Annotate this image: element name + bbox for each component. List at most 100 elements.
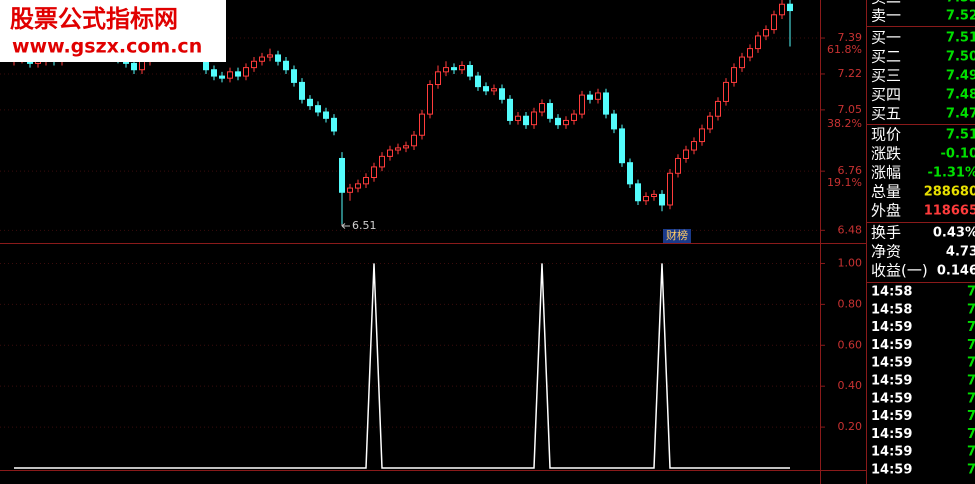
tick-time: 14:59 [871,338,912,353]
tick-price: 7.51 [967,445,975,460]
candle-body [395,147,401,151]
candle-body [707,115,713,130]
candle-body [323,111,329,119]
candle-body [251,60,257,69]
tick-time: 14:59 [871,445,912,460]
candle-body [483,86,489,92]
candle-body [131,62,137,71]
candle-body [531,111,537,126]
candle-body [619,128,625,164]
watermark-box [0,0,226,62]
quote-panel: 卖二 7.53 卖一 7.52 买一 7.51 买二 7.50 买三 7.49 买四 7.48 买五 7.… [871,0,975,478]
tick-time: 14:59 [871,463,912,478]
quote-value: 288680 [924,185,975,200]
tick-price: 7.51 [967,338,975,353]
fib-label: 19.1% [827,176,862,189]
quote-value: 118665 [924,204,975,219]
candle-body [275,54,281,62]
quote-label: 卖一 [871,7,901,25]
candle-body [139,60,145,71]
candle-body [667,172,673,206]
candle-body [347,187,353,193]
quote-label: 买三 [871,67,901,85]
candle-body [659,193,665,206]
y-tick-label: 6.48 [838,223,863,236]
candle-body [411,134,417,147]
candle-body [507,98,513,121]
candle-body [491,88,497,92]
candle-body [627,162,633,185]
candle-body [419,113,425,136]
y-tick-label: 7.22 [838,67,863,80]
quote-label: 外盘 [871,202,901,220]
y-tick-label: 6.76 [838,164,863,177]
y-tick-label: 1.00 [838,256,863,269]
candle-body [787,3,793,12]
candle-body [219,75,225,79]
candle-body [755,35,761,50]
candle-body [643,196,649,202]
candle-body [403,145,409,149]
quote-value: 7.53 [946,0,975,6]
candle-body [443,67,449,73]
quote-label: 涨跌 [871,145,901,163]
candle-body [315,105,321,113]
candle-body [699,128,705,143]
y-tick-label: 0.20 [838,420,863,433]
annotation-arrow [341,223,350,229]
y-tick-label: 0.80 [838,297,863,310]
tick-time: 14:58 [871,285,912,300]
candle-body [539,103,545,113]
quote-value: 7.47 [946,107,975,122]
candle-body [499,88,505,100]
y-tick-label: 7.05 [838,103,863,116]
candle-body [547,103,553,119]
tick-time: 14:59 [871,409,912,424]
tick-time: 14:59 [871,320,912,335]
candle-body [651,193,657,198]
watermark-url: www.gszx.com.cn [12,36,202,58]
tick-time: 14:59 [871,427,912,442]
quote-value: -1.31% [928,166,975,181]
price-pane [0,0,820,231]
fib-label: 61.8% [827,43,862,56]
quote-value: -0.10 [941,147,975,162]
candle-body [587,94,593,100]
quote-value: 0.146 [937,264,975,279]
candle-body [691,141,697,151]
quote-value: 7.51 [946,128,975,143]
tick-time: 14:59 [871,356,912,371]
candle-body [307,98,313,107]
candle-body [387,149,393,157]
quote-value: 7.49 [946,69,975,84]
candle-body [339,157,345,193]
candle-body [211,69,217,77]
candle-body [299,81,305,100]
candle-body [723,81,729,102]
candle-body [355,183,361,189]
y-tick-label: 0.60 [838,338,863,351]
tick-price: 7.51 [967,427,975,442]
quote-label: 收益(一) [871,262,928,280]
tick-time: 14:59 [871,374,912,389]
badge: 财榜 [666,228,688,242]
fib-label: 38.2% [827,117,862,130]
candle-body [259,56,265,62]
quote-value: 4.73 [946,245,975,260]
quote-label: 净资 [871,243,901,261]
quote-label: 现价 [871,126,901,144]
candle-body [363,176,369,185]
candle-body [243,67,249,77]
candle-body [451,67,457,71]
candle-body [435,71,441,86]
candle-body [563,119,569,126]
quote-label: 买二 [871,48,901,66]
candle-body [715,100,721,117]
tick-price: 7.51 [967,463,975,478]
candle-body [739,56,745,69]
candle-body [459,65,465,71]
low-label: 6.51 [352,219,377,232]
candle-body [779,3,785,16]
